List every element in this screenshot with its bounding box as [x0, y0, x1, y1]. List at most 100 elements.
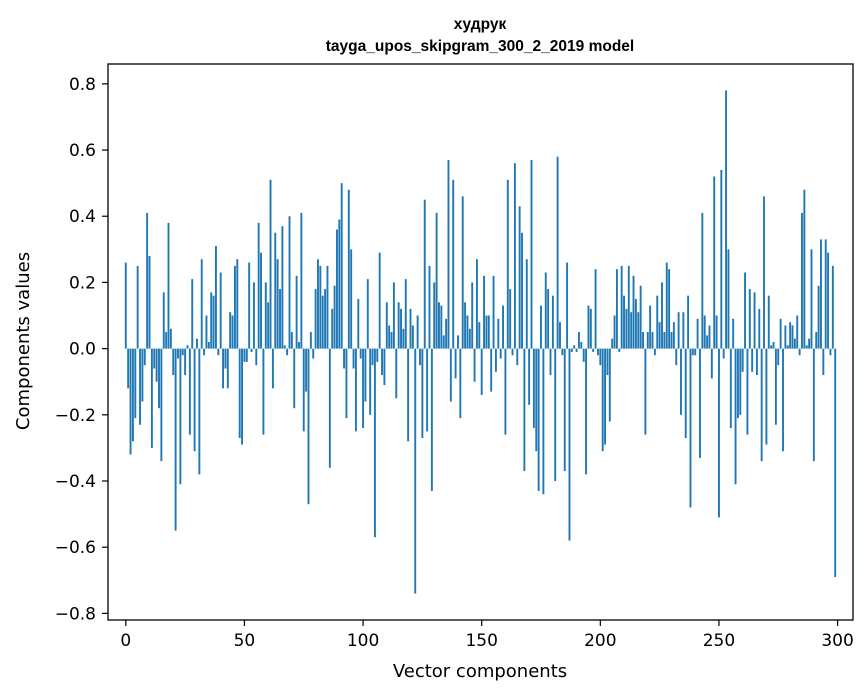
bar	[805, 345, 808, 349]
bar	[810, 249, 813, 349]
y-tick-label: 0.6	[69, 141, 96, 161]
bar	[822, 348, 825, 376]
bar	[682, 312, 685, 349]
x-tick-label: 300	[821, 631, 853, 651]
bar	[653, 348, 656, 356]
bar	[478, 322, 481, 349]
bar	[165, 332, 168, 349]
bar	[656, 295, 659, 349]
bar	[428, 265, 431, 349]
bar	[563, 348, 566, 472]
bar	[744, 272, 746, 349]
bar	[248, 262, 251, 349]
bar	[570, 348, 573, 352]
bar	[385, 302, 388, 349]
x-tick-label: 100	[347, 631, 379, 651]
x-tick-label: 0	[120, 631, 131, 651]
bar	[630, 312, 633, 349]
bar	[518, 206, 521, 349]
bar	[542, 348, 545, 495]
bar	[290, 332, 293, 349]
bar	[580, 342, 583, 349]
bar	[252, 282, 255, 349]
bar	[136, 265, 139, 349]
bar	[770, 345, 773, 349]
bar	[834, 348, 837, 577]
bar	[250, 348, 253, 352]
bar	[430, 348, 433, 491]
bar	[203, 348, 206, 356]
bar	[426, 348, 429, 432]
bar	[352, 348, 355, 369]
bar	[613, 315, 616, 349]
bar	[321, 295, 324, 349]
bar	[205, 315, 208, 349]
bar	[362, 348, 365, 429]
bar	[793, 338, 796, 349]
bar	[634, 298, 637, 349]
bar	[701, 212, 704, 349]
bar	[153, 348, 156, 369]
plot-frame	[107, 63, 854, 621]
bar	[150, 348, 153, 448]
bar	[461, 196, 464, 349]
bar	[331, 308, 334, 349]
bar	[409, 308, 412, 349]
bar	[445, 318, 448, 349]
bar	[419, 348, 421, 366]
bar	[390, 332, 393, 349]
bar	[786, 345, 789, 349]
bar	[694, 348, 697, 356]
bar	[217, 348, 220, 356]
bar	[639, 285, 642, 349]
bar	[549, 348, 552, 376]
bar	[400, 308, 402, 349]
bar	[777, 348, 780, 366]
bar	[215, 246, 217, 349]
bar	[772, 342, 775, 349]
bar	[129, 348, 132, 455]
bar	[646, 332, 649, 349]
bar	[499, 348, 502, 359]
bar	[725, 90, 728, 349]
bar	[271, 348, 274, 389]
bar	[713, 176, 716, 349]
bar	[381, 348, 383, 376]
bar	[196, 338, 198, 349]
bar	[312, 348, 315, 359]
bar	[796, 315, 799, 349]
bar	[416, 315, 419, 349]
bar	[345, 348, 348, 419]
bar	[274, 232, 277, 349]
bar	[706, 335, 709, 349]
bar	[141, 348, 144, 402]
bar	[378, 252, 381, 349]
bar	[729, 348, 732, 429]
bar	[177, 348, 179, 359]
chart-title: худрук	[454, 16, 507, 33]
bar	[343, 348, 346, 369]
bar	[620, 265, 623, 349]
bar	[661, 282, 663, 349]
bar	[143, 348, 146, 366]
bar	[131, 348, 134, 442]
y-tick-label: 0.8	[69, 75, 96, 95]
bar	[340, 183, 343, 349]
bar	[226, 348, 229, 389]
bar	[134, 348, 137, 419]
bar	[300, 212, 303, 349]
bar	[124, 262, 127, 349]
bar	[699, 348, 701, 458]
bar	[480, 348, 483, 395]
y-tick-label: 0.0	[69, 340, 96, 360]
bar	[224, 348, 227, 369]
bar	[188, 348, 191, 435]
chart-subtitle: tayga_upos_skipgram_300_2_2019 model	[326, 38, 634, 55]
bar	[350, 249, 353, 349]
y-axis-label: Components values	[13, 252, 34, 430]
bar	[601, 348, 604, 452]
bar	[421, 348, 424, 438]
bar	[371, 348, 374, 366]
bar	[782, 348, 784, 452]
bar	[324, 289, 327, 349]
